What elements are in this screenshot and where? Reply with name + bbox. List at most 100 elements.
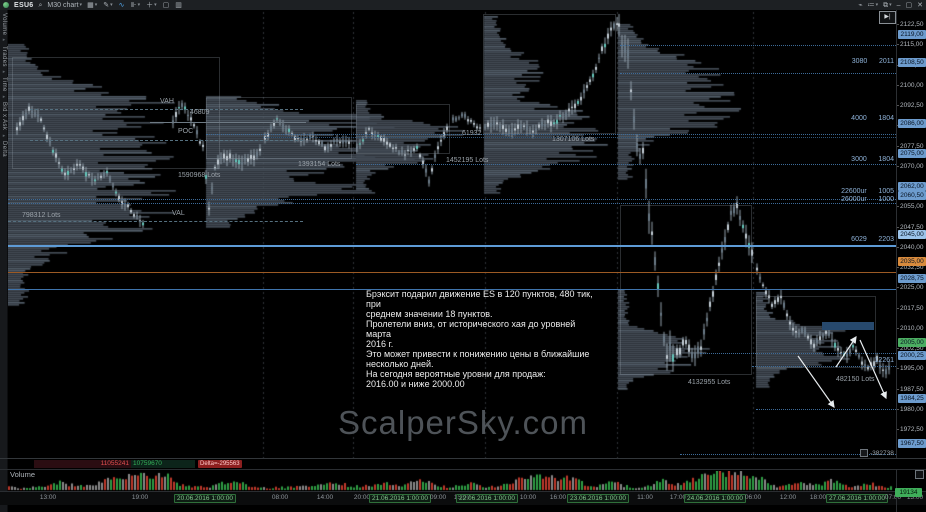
value-area-rect [206,97,352,159]
timeframe-selector[interactable]: M30 chart ▾ [47,1,82,10]
price-tick: 2010,00 [897,325,926,332]
tab-separator: ▸ [1,132,7,139]
draw-tools-icon[interactable]: ✎ ▾ [103,1,113,9]
chevron-down-icon: ▾ [154,1,157,8]
watermark: ScalperSky.com [338,404,588,441]
price-tick: 2047,50 [897,224,926,231]
session-sell-volume: 11055241 [34,460,131,468]
price-level-line [8,221,303,222]
analysis-note: Брэксит подарил движение ES в 120 пункто… [366,289,593,389]
price-badge: 1984,25 [898,394,926,403]
cum-delta-value: -382738 [870,449,894,457]
price-tick: 1972,50 [897,426,926,433]
time-tick: 20:00 [353,494,371,501]
chart-label: VAL [172,210,185,217]
tab-separator: ▸ [1,68,7,76]
time-tick: 13:00 [39,494,57,501]
left-tab-bid-x-ask[interactable]: Bid x Ask [1,102,7,131]
price-badge: 2062,00 [898,182,926,191]
price-tick: 1995,00 [897,365,926,372]
date-tick: 20.06.2016 1:00:00 [173,494,237,503]
price-level-line [752,366,896,367]
chart-label: 1452195 Lots [446,157,489,164]
arrow-drawing [835,336,857,368]
volume-pane-settings-icon[interactable] [915,470,924,479]
time-tick: 16:00 [549,494,567,501]
toolbar-tools: ▦ ▾ ✎ ▾ ∿ ⊪ ▾ ＋ ▾ ▢ ▥ [87,1,182,10]
go-to-latest-button[interactable]: ▶| [879,11,896,24]
layout-icon[interactable]: ▥ [175,1,182,9]
chart-label: 798312 Lots [22,212,61,219]
price-tick: 2070,00 [897,163,926,170]
chevron-down-icon: ▾ [889,1,892,8]
close-button[interactable]: ✕ [917,1,923,9]
price-level-line [700,353,896,354]
time-tick: 17:00 [669,494,687,501]
maximize-button[interactable]: ▢ [905,1,913,9]
crosshair-icon[interactable]: ＋ ▾ [146,1,157,9]
time-tick: 09:00 [429,494,447,501]
left-tab-trades[interactable]: Trades [1,45,7,67]
chevron-down-icon: ▾ [137,1,141,8]
date-tick: 23.06.2016 1:00:00 [566,494,630,503]
value-area-rect [620,205,752,375]
chart-label: 1590968 Lots [178,172,221,179]
time-tick: 13:00 [906,494,924,501]
price-badge: 2075,00 [898,149,926,158]
price-badge: 2086,00 [898,119,926,128]
order-level-label: 12261 [874,357,894,364]
price-tick: 2055,00 [897,203,926,210]
price-tick: 2077,50 [897,143,926,150]
timeframe-label: M30 chart [47,1,79,9]
price-badge: 2005,00 [898,338,926,347]
chart-type-icon[interactable]: ▦ ▾ [87,1,98,9]
time-tick: 19:00 [131,494,149,501]
price-level-line [620,73,896,74]
price-badge: 2108,50 [898,58,926,67]
value-area-rect [483,14,616,134]
indicators-icon[interactable]: ∿ [118,1,125,9]
time-tick: 10:00 [519,494,537,501]
toolbar-right-group: ⌁ ≔ ▾ ⧉ ▾ – ▢ ✕ [858,1,923,10]
tab-separator: ▸ [1,93,7,101]
order-level-label: 3000 1804 [851,156,894,163]
symbol-label[interactable]: ESU6 [14,1,34,9]
price-level-line [680,454,896,455]
time-axis[interactable]: 13:00 19:00 20.06.2016 1:00:00 08:00 14:00 20… [0,491,926,505]
left-tab-delta[interactable]: Delta [1,140,7,157]
list-icon[interactable]: ≔ ▾ [867,1,879,9]
chevron-down-icon: ▾ [94,1,98,8]
value-area-rect [756,296,876,368]
link-icon[interactable]: ⧉ ▾ [883,1,892,9]
session-buy-volume: 10759670 [131,460,195,468]
time-tick: 15:00 [453,494,471,501]
chart-label: 61932 [462,130,482,137]
time-tick: 08:00 [271,494,289,501]
price-tick: 2017,50 [897,305,926,312]
chart-canvas[interactable] [8,10,896,458]
left-tab-volume[interactable]: Volume [1,13,7,36]
price-tick: 2092,50 [897,102,926,109]
price-level-line [30,140,303,141]
date-tick: 22.06.2016 1:00:00 [455,494,519,503]
chart-area[interactable]: ScalperSky.com Брэксит подарил движение … [8,10,896,458]
price-badge: 2028,75 [898,274,926,283]
new-window-icon[interactable]: ▢ [162,1,170,9]
price-tick: 2032,50 [897,264,926,271]
price-tick: 1987,50 [897,386,926,393]
symbol-search-icon[interactable]: ⌕ [38,1,43,9]
price-axis[interactable]: 2122,502115,002107,502100,002092,502085,… [896,10,926,458]
price-badge: 2035,00 [898,257,926,266]
cum-delta-icon[interactable] [860,449,868,457]
tab-separator: ▸ [1,37,7,44]
order-level-label: 22600ur 1005 [841,188,894,195]
dom-levels-icon[interactable]: ⊪ ▾ [130,1,141,9]
left-tab-time[interactable]: Time [1,77,7,92]
autoscroll-icon[interactable]: ⌁ [858,1,863,9]
volume-pane-title[interactable]: Volume [10,470,36,479]
date-tick: 21.06.2016 1:00:00 [368,494,432,503]
minimize-button[interactable]: – [896,1,901,9]
toolbar-left-group: ESU6 ⌕ M30 chart ▾ ▦ ▾ ✎ ▾ ∿ ⊪ ▾ ＋ ▾ ▢ ▥ [3,1,858,10]
time-tick: 18:00 [809,494,827,501]
